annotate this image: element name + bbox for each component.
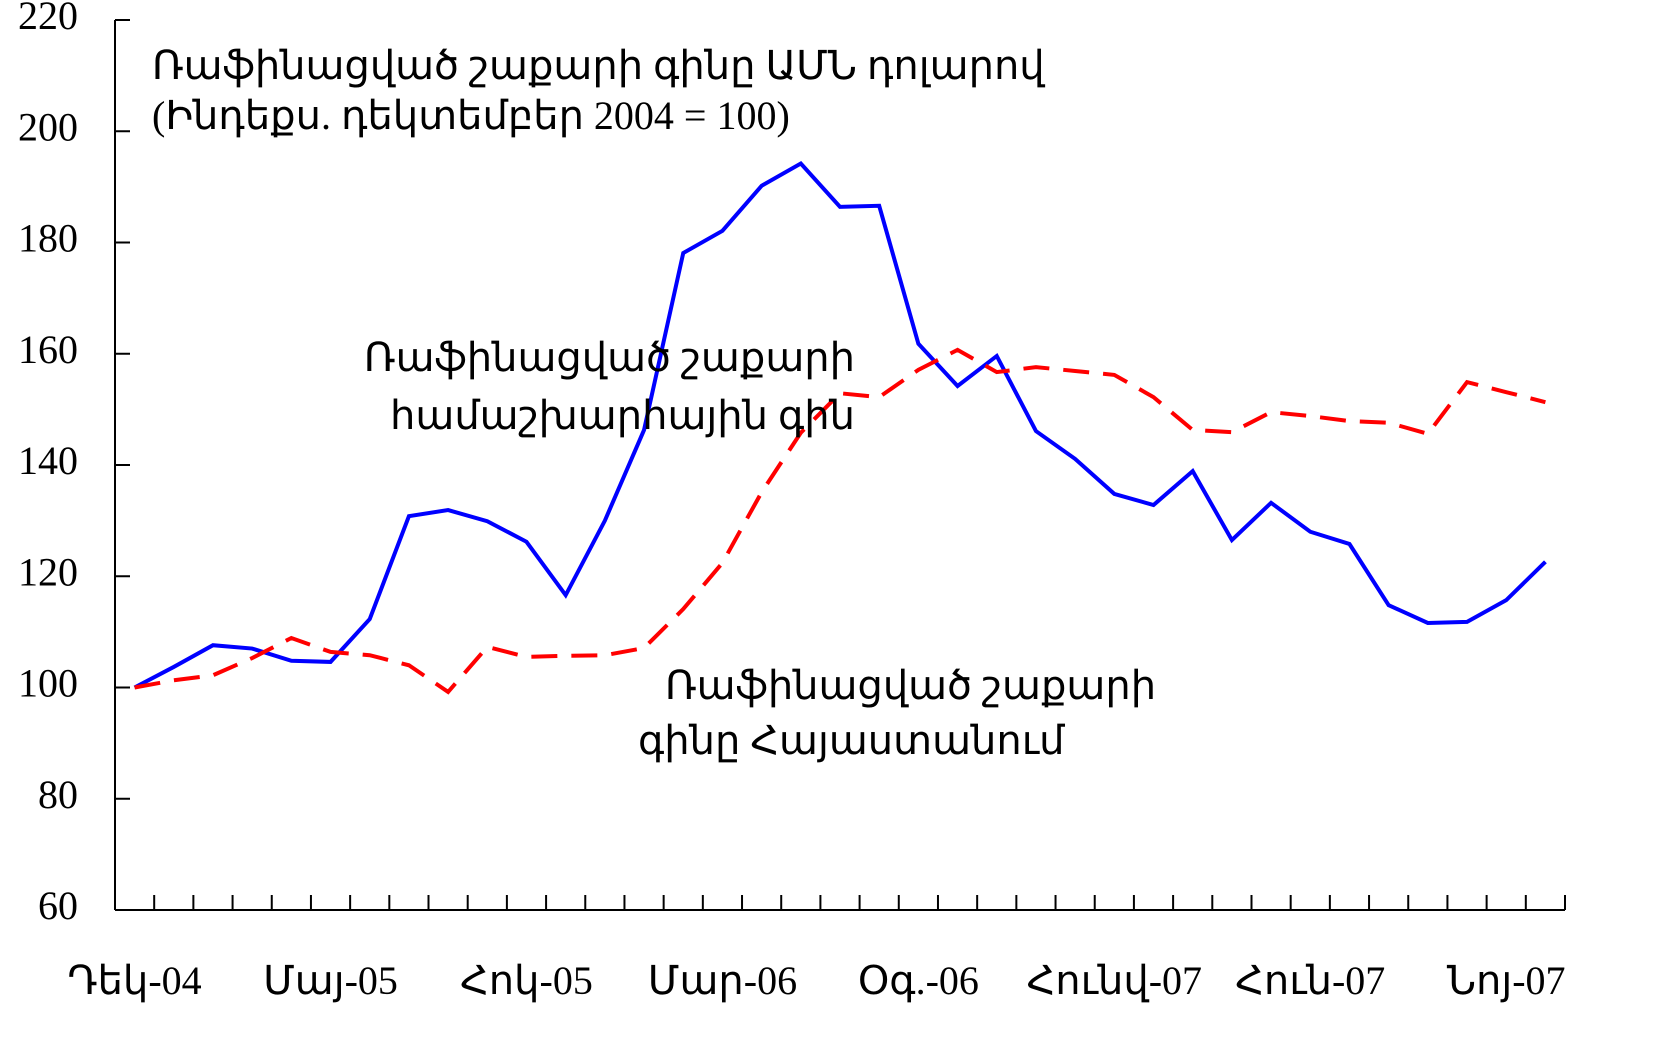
y-tick-label: 200	[18, 104, 78, 149]
series-label: Ռաֆինացված շաքարի	[665, 663, 1156, 708]
y-tick-label: 180	[18, 216, 78, 261]
x-tick-label: Մար-06	[648, 958, 797, 1003]
y-tick-label: 60	[38, 883, 78, 928]
x-tick-label: Նոյ-07	[1447, 958, 1566, 1003]
series-line	[133, 160, 1547, 690]
x-tick-label: Դեկ-04	[68, 958, 202, 1003]
series-line	[134, 347, 1546, 695]
x-tick-label: Հունվ-07	[1027, 958, 1202, 1003]
chart-title: Ռաֆինացված շաքարի գինը ԱՄՆ դոլարով	[152, 43, 1045, 88]
series-label: գինը Հայաստանում	[638, 718, 1065, 763]
x-tick-label: Օգ.-06	[858, 958, 979, 1003]
chart-subtitle: (Ինդեքս. դեկտեմբեր 2004 = 100)	[152, 93, 790, 138]
series-label: համաշխարհային գին	[390, 393, 855, 438]
y-tick-label: 220	[18, 0, 78, 38]
y-tick-label: 140	[18, 438, 78, 483]
x-tick-label: Հուն-07	[1235, 958, 1385, 1003]
y-tick-label: 120	[18, 549, 78, 594]
x-tick-label: Հոկ-05	[460, 958, 593, 1003]
x-tick-label: Մայ-05	[263, 958, 398, 1003]
y-tick-label: 160	[18, 327, 78, 372]
y-tick-label: 80	[38, 772, 78, 817]
series-label: Ռաֆինացված շաքարի	[364, 335, 855, 380]
y-tick-label: 100	[18, 661, 78, 706]
